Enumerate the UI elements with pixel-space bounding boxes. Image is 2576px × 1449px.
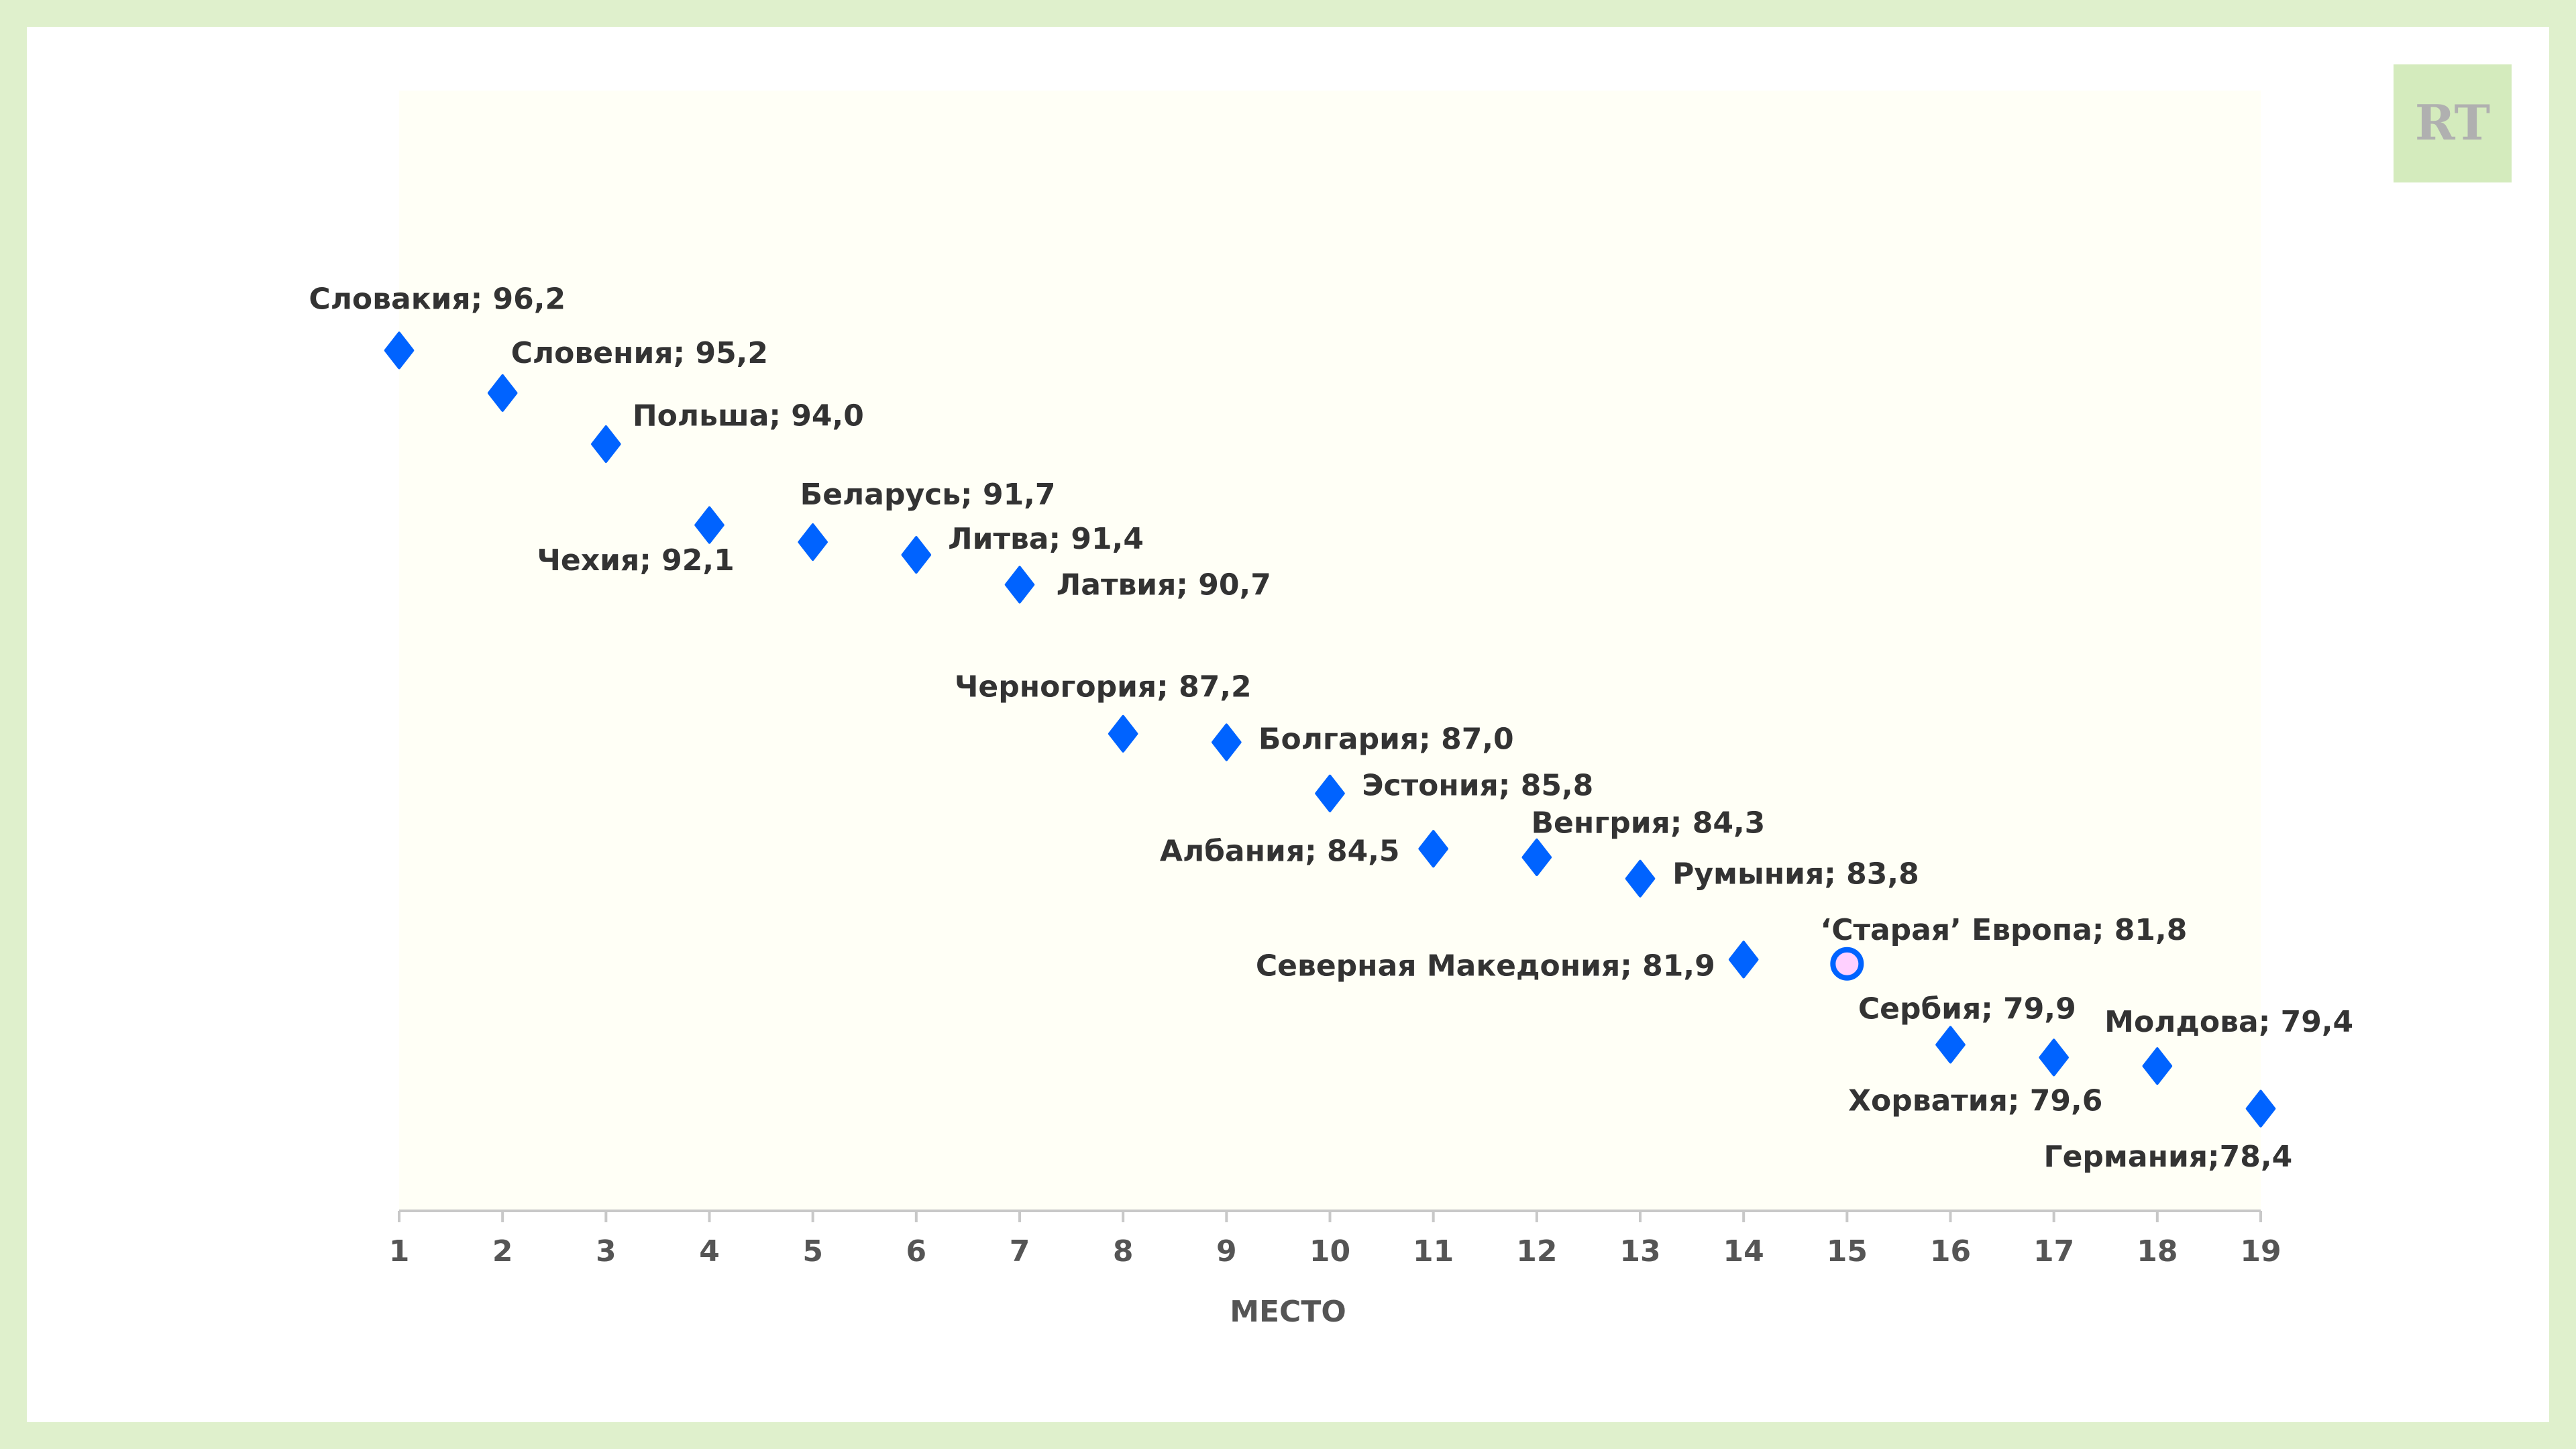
x-tick-label: 13 xyxy=(1619,1234,1660,1269)
plot-area xyxy=(399,91,2261,1211)
data-point-diamond xyxy=(591,425,621,464)
x-tick-label: 12 xyxy=(1516,1234,1557,1269)
x-tick-label: 9 xyxy=(1216,1234,1237,1269)
data-point-diamond xyxy=(694,506,724,544)
data-label: Словакия; 96,2 xyxy=(309,282,566,316)
data-point-diamond xyxy=(901,536,932,574)
data-label: Чехия; 92,1 xyxy=(537,543,734,578)
data-point-diamond xyxy=(487,374,518,412)
data-point-circle xyxy=(1830,947,1864,981)
x-tick-label: 2 xyxy=(492,1234,513,1269)
data-point-diamond xyxy=(1108,714,1138,753)
x-tick-label: 3 xyxy=(596,1234,616,1269)
rt-logo: RT xyxy=(2394,64,2512,182)
data-point-diamond xyxy=(1728,941,1759,979)
x-tick-label: 6 xyxy=(906,1234,927,1269)
x-tick-label: 11 xyxy=(1413,1234,1454,1269)
data-label: Германия;78,4 xyxy=(2044,1140,2293,1174)
data-point-diamond xyxy=(1625,859,1656,898)
rt-logo-mark: RT xyxy=(2415,94,2490,151)
data-point-diamond xyxy=(384,331,415,370)
data-label: ‘Старая’ Европа; 81,8 xyxy=(1820,913,2187,947)
data-label: Эстония; 85,8 xyxy=(1362,768,1593,802)
x-tick-label: 19 xyxy=(2240,1234,2281,1269)
data-point-diamond xyxy=(2245,1089,2276,1128)
x-tick-label: 8 xyxy=(1113,1234,1134,1269)
data-point-diamond xyxy=(2039,1038,2069,1077)
data-point-diamond xyxy=(1935,1026,1966,1064)
x-tick-label: 18 xyxy=(2137,1234,2178,1269)
data-label: Румыния; 83,8 xyxy=(1672,857,1919,892)
data-label: Северная Македония; 81,9 xyxy=(1256,949,1715,983)
data-point-diamond xyxy=(1212,723,1242,761)
data-label: Латвия; 90,7 xyxy=(1057,568,1271,602)
x-tick-label: 17 xyxy=(2033,1234,2074,1269)
rt-logo-text: RT xyxy=(2415,94,2490,151)
data-label: Хорватия; 79,6 xyxy=(1848,1084,2102,1118)
x-tick-label: 15 xyxy=(1827,1234,1868,1269)
data-label: Албания; 84,5 xyxy=(1160,834,1400,868)
data-label: Словения; 95,2 xyxy=(511,336,768,370)
x-tick-label: 10 xyxy=(1309,1234,1350,1269)
x-tick-label: 16 xyxy=(1930,1234,1971,1269)
data-point-diamond xyxy=(1521,838,1552,876)
data-point-diamond xyxy=(1004,566,1035,604)
x-tick-label: 4 xyxy=(699,1234,720,1269)
data-point-diamond xyxy=(1418,830,1448,868)
x-axis-label: МЕСТО xyxy=(1230,1295,1346,1329)
data-label: Польша; 94,0 xyxy=(633,398,864,433)
data-label: Молдова; 79,4 xyxy=(2104,1005,2353,1039)
x-tick-label: 7 xyxy=(1010,1234,1030,1269)
x-tick-label: 5 xyxy=(802,1234,823,1269)
data-point-diamond xyxy=(1315,774,1345,812)
data-label: Литва; 91,4 xyxy=(948,522,1144,556)
data-label: Беларусь; 91,7 xyxy=(800,478,1056,512)
data-label: Сербия; 79,9 xyxy=(1858,991,2076,1026)
data-point-diamond xyxy=(798,523,828,561)
data-label: Черногория; 87,2 xyxy=(955,669,1252,704)
data-point-diamond xyxy=(2142,1047,2173,1085)
data-label: Болгария; 87,0 xyxy=(1258,722,1514,757)
x-tick-label: 14 xyxy=(1723,1234,1764,1269)
data-label: Венгрия; 84,3 xyxy=(1531,806,1765,841)
x-tick-label: 1 xyxy=(389,1234,410,1269)
